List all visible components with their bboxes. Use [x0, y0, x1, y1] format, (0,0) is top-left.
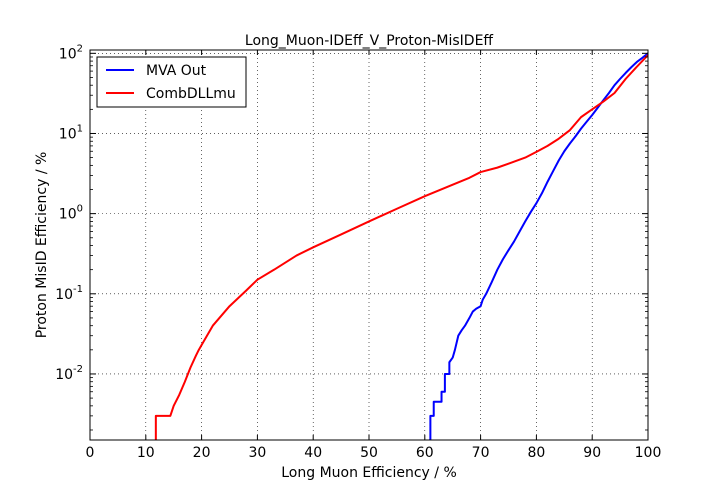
- x-tick-label: 30: [248, 445, 266, 461]
- y-tick-label: 101: [59, 123, 83, 142]
- series-line-combdllmu: [154, 54, 648, 440]
- x-tick-label: 10: [137, 445, 155, 461]
- series-lines: [154, 52, 648, 440]
- legend-label-combdllmu: CombDLLmu: [146, 86, 236, 102]
- y-tick-label: 100: [59, 204, 83, 223]
- x-axis-label: Long Muon Efficiency / %: [281, 465, 457, 481]
- x-tick-label: 50: [360, 445, 378, 461]
- chart-title: Long_Muon-IDEff_V_Proton-MisIDEff: [245, 33, 494, 49]
- y-axis-label: Proton MisID Efficiency / %: [34, 152, 50, 339]
- x-tick-label: 90: [583, 445, 601, 461]
- plot-area-background: [90, 50, 648, 440]
- y-tick-label: 10-1: [55, 284, 83, 303]
- axis-ticks: [89, 50, 649, 440]
- y-tick-label: 102: [59, 43, 83, 62]
- tick-labels: 0 10 20 30 40 50 60 70 80 90 100 10-2 10-1 100 101 102: [55, 43, 661, 461]
- x-tick-label: 0: [86, 445, 95, 461]
- x-tick-label: 100: [635, 445, 662, 461]
- x-tick-label: 60: [416, 445, 434, 461]
- x-tick-label: 80: [527, 445, 545, 461]
- legend-label-mva-out: MVA Out: [146, 63, 207, 79]
- x-tick-label: 20: [193, 445, 211, 461]
- legend-box: [96, 56, 247, 108]
- legend: MVA Out CombDLLmu: [96, 56, 247, 108]
- x-tick-label: 70: [472, 445, 490, 461]
- y-tick-label: 10-2: [55, 364, 83, 383]
- x-tick-label: 40: [304, 445, 322, 461]
